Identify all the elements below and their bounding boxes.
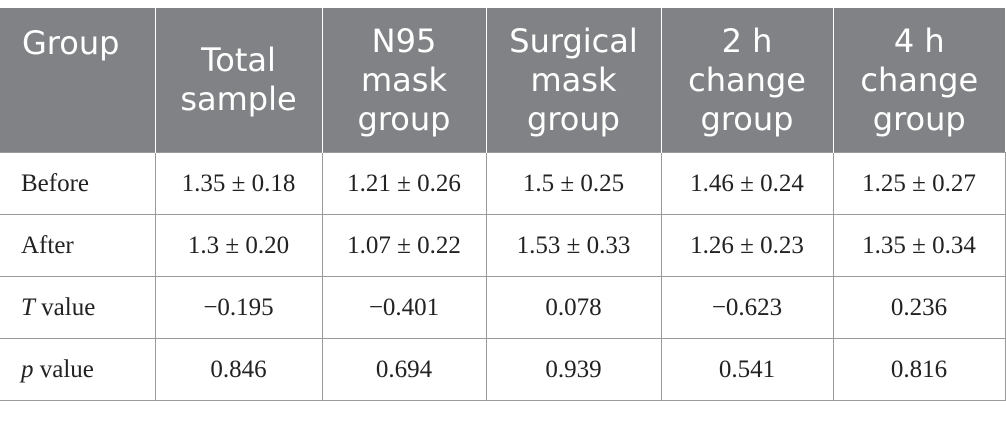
- table-cell: 1.25 ± 0.27: [832, 152, 1006, 215]
- table-row: After 1.3 ± 0.20 1.07 ± 0.22 1.53 ± 0.33…: [0, 214, 1006, 277]
- table-cell: 0.541: [660, 338, 834, 401]
- table-row: T value −0.195 −0.401 0.078 −0.623 0.236: [0, 276, 1006, 339]
- header-4h-change-group: 4 h change group: [832, 8, 1005, 153]
- table-cell: −0.401: [321, 276, 487, 339]
- header-group: Group: [0, 8, 155, 153]
- row-label: Before: [0, 152, 156, 215]
- table-cell: 1.3 ± 0.20: [154, 214, 323, 277]
- table-cell: 1.46 ± 0.24: [660, 152, 834, 215]
- table-cell: 0.694: [321, 338, 487, 401]
- row-label: p value: [0, 338, 156, 401]
- table-cell: 1.53 ± 0.33: [485, 214, 662, 277]
- header-surgical-mask-group: Surgical mask group: [485, 8, 661, 153]
- header-n95-mask-group: N95 mask group: [321, 8, 486, 153]
- header-2h-change-group: 2 h change group: [660, 8, 833, 153]
- table-cell: 0.816: [832, 338, 1006, 401]
- header-row: Group Total sample N95 mask group Surgic…: [0, 8, 1005, 153]
- table-cell: 1.5 ± 0.25: [485, 152, 662, 215]
- table-row: p value 0.846 0.694 0.939 0.541 0.816: [0, 338, 1006, 401]
- header-total-sample: Total sample: [154, 8, 322, 153]
- table-cell: 0.078: [485, 276, 662, 339]
- table-cell: 1.35 ± 0.34: [832, 214, 1006, 277]
- table-row: Before 1.35 ± 0.18 1.21 ± 0.26 1.5 ± 0.2…: [0, 152, 1006, 215]
- table-cell: 1.26 ± 0.23: [660, 214, 834, 277]
- table-cell: −0.623: [660, 276, 834, 339]
- table-cell: −0.195: [154, 276, 323, 339]
- table-cell: 1.35 ± 0.18: [154, 152, 323, 215]
- table-cell: 0.236: [832, 276, 1006, 339]
- row-label: T value: [0, 276, 156, 339]
- row-label: After: [0, 214, 156, 277]
- table-cell: 0.846: [154, 338, 323, 401]
- data-table: Group Total sample N95 mask group Surgic…: [0, 8, 1006, 401]
- table-cell: 0.939: [485, 338, 662, 401]
- table-cell: 1.07 ± 0.22: [321, 214, 487, 277]
- table-cell: 1.21 ± 0.26: [321, 152, 487, 215]
